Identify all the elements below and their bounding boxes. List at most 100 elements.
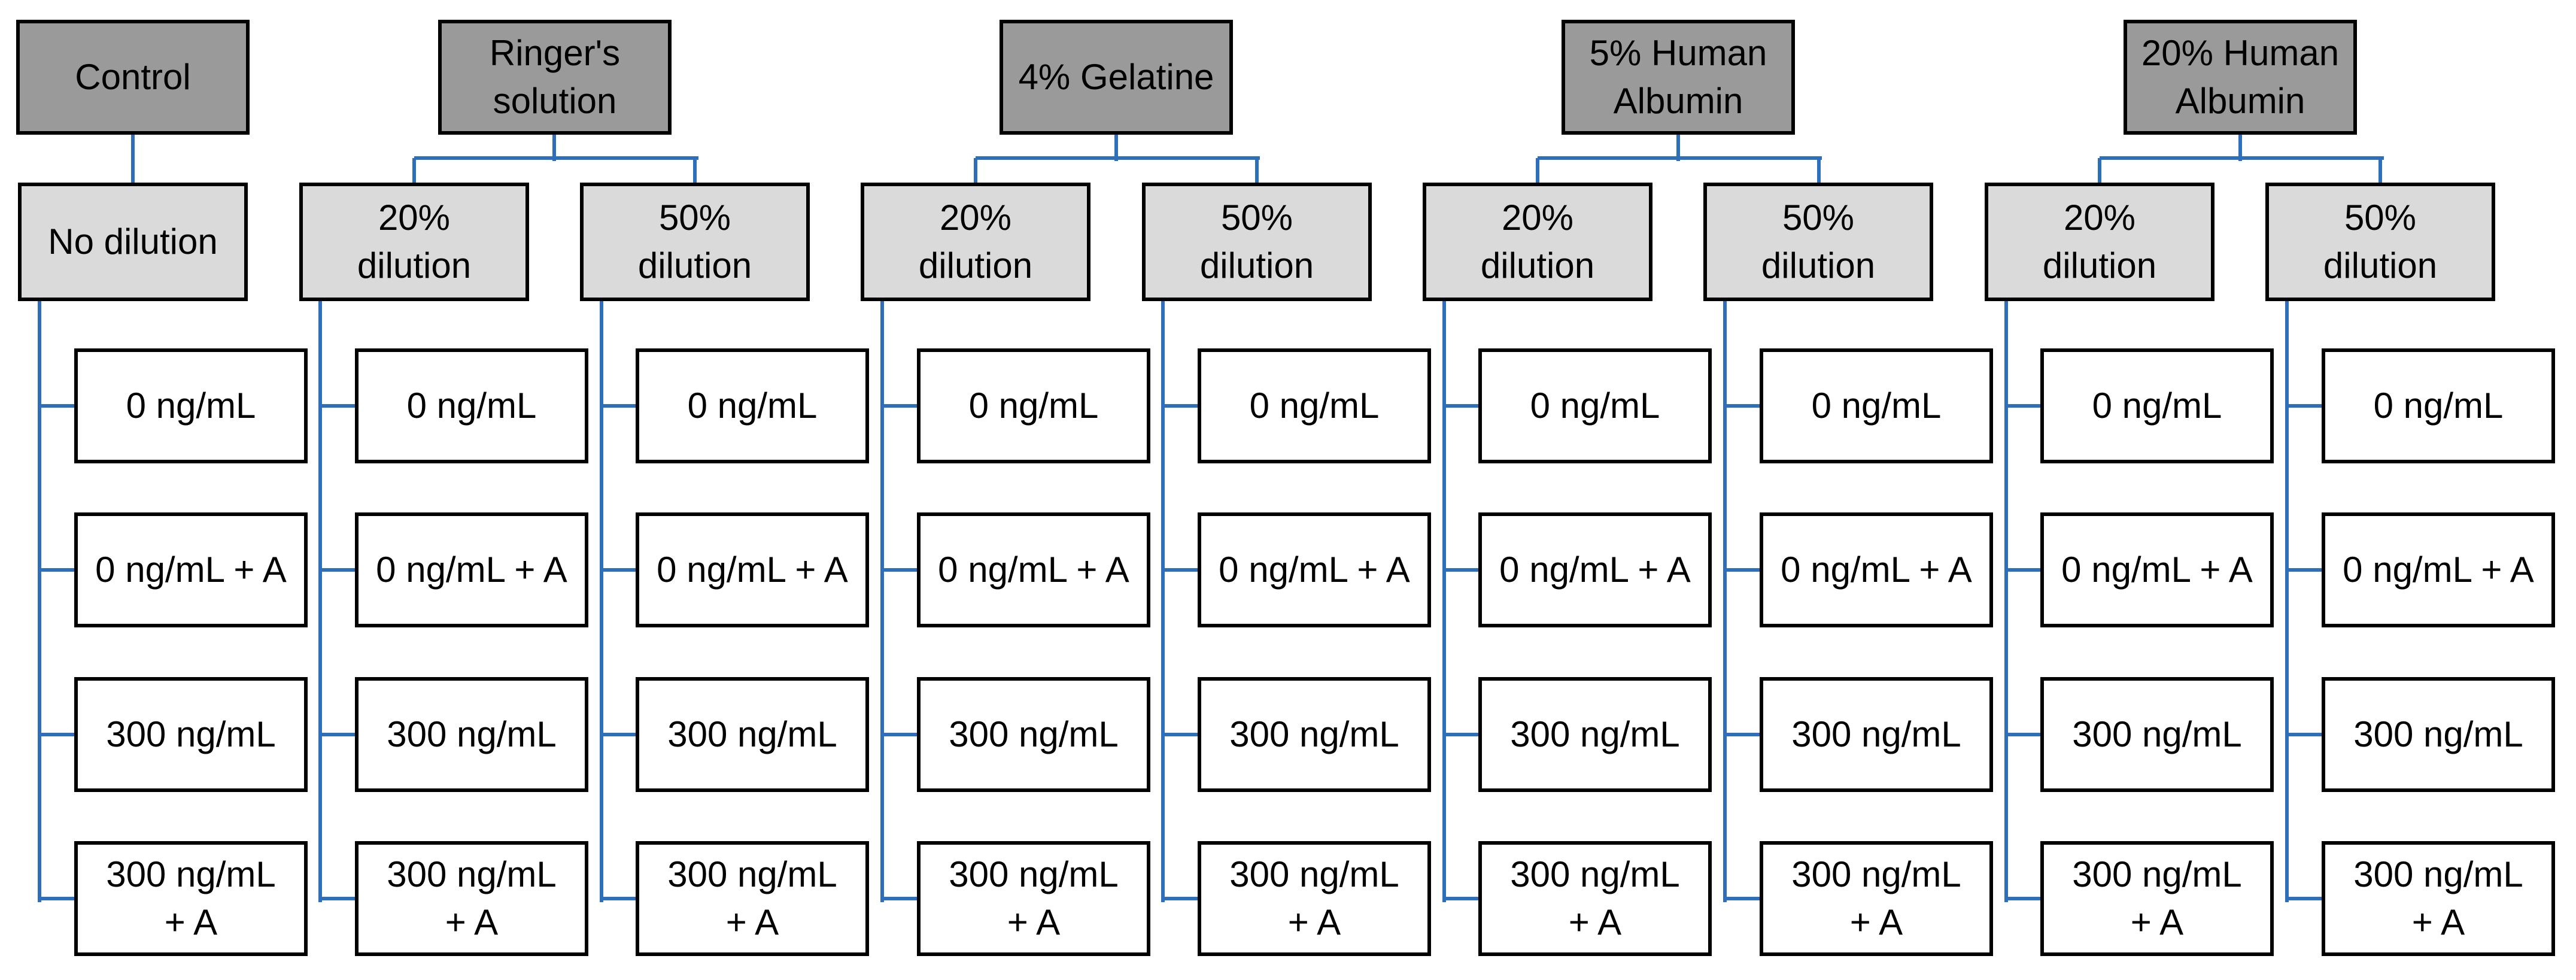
dilution-box-text: 50% dilution	[1761, 194, 1875, 290]
concentration-box-line: 300 ng/mL	[949, 854, 1119, 895]
concentration-box-line: 300 ng/mL	[1229, 714, 1399, 755]
concentration-box-line: 300 ng/mL	[2072, 714, 2242, 755]
group-branch-bar	[414, 156, 698, 160]
leaf-connector	[2287, 897, 2325, 900]
dilution-box-line: 50%	[2344, 198, 2417, 238]
leaf-connector	[320, 404, 359, 408]
leaf-connector	[320, 897, 359, 900]
leaf-connector	[2287, 733, 2325, 736]
leaf-connector	[1725, 733, 1763, 736]
concentration-box-text: 0 ng/mL + A	[95, 546, 287, 594]
leaf-connector	[882, 404, 921, 408]
leaf-connector	[1725, 897, 1763, 900]
dilution-box-line: dilution	[918, 245, 1033, 286]
leaf-connector	[40, 568, 78, 572]
dilution-box-text: 20% dilution	[1481, 194, 1594, 290]
concentration-box-text: 300 ng/mL	[2353, 711, 2523, 758]
concentration-box-line: + A	[2411, 902, 2465, 942]
concentration-box-line: 0 ng/mL	[2092, 386, 2222, 426]
dilution-connector	[1536, 158, 1539, 186]
concentration-box-line: + A	[1287, 902, 1341, 942]
concentration-box-line: 0 ng/mL + A	[95, 550, 287, 590]
concentration-box: 300 ng/mL	[74, 677, 308, 792]
concentration-box-line: 300 ng/mL	[387, 714, 557, 755]
dilution-connector	[412, 158, 416, 186]
leaf-connector	[1163, 897, 1201, 900]
group-box-line: 4% Gelatine	[1018, 57, 1214, 98]
concentration-box-text: 300 ng/mL + A	[1229, 851, 1399, 946]
concentration-box-line: 0 ng/mL + A	[938, 550, 1129, 590]
concentration-box: 300 ng/mL + A	[917, 841, 1150, 956]
concentration-box-line: 300 ng/mL	[1229, 854, 1399, 895]
concentration-box-line: 300 ng/mL	[667, 854, 837, 895]
dilution-trunk	[600, 301, 603, 902]
concentration-box: 0 ng/mL + A	[1198, 512, 1431, 627]
leaf-connector	[602, 404, 640, 408]
concentration-box-line: 300 ng/mL	[106, 854, 276, 895]
concentration-box: 0 ng/mL	[2040, 348, 2274, 463]
concentration-box-line: 0 ng/mL + A	[2343, 550, 2534, 590]
concentration-box-text: 300 ng/mL + A	[106, 851, 276, 946]
concentration-box-text: 0 ng/mL + A	[376, 546, 567, 594]
dilution-trunk	[880, 301, 884, 902]
concentration-box: 0 ng/mL	[1198, 348, 1431, 463]
group-box-text: Ringer's solution	[490, 29, 620, 125]
dilution-box-text: 20% dilution	[919, 194, 1032, 290]
dilution-box-line: dilution	[1480, 245, 1595, 286]
leaf-connector	[320, 733, 359, 736]
concentration-box: 300 ng/mL + A	[355, 841, 588, 956]
group-box: Ringer's solution	[438, 20, 672, 135]
concentration-box-line: 300 ng/mL	[949, 714, 1119, 755]
leaf-connector	[882, 568, 921, 572]
leaf-connector	[40, 404, 78, 408]
dilution-box-line: dilution	[2042, 245, 2157, 286]
group-box-line: 20% Human	[2141, 33, 2340, 74]
concentration-box-line: 300 ng/mL	[2353, 854, 2523, 895]
dilution-box: 20% dilution	[299, 183, 529, 301]
concentration-box-text: 0 ng/mL	[407, 382, 537, 430]
concentration-box: 300 ng/mL	[1198, 677, 1431, 792]
dilution-box-text: 50% dilution	[1200, 194, 1314, 290]
dilution-box-text: 50% dilution	[638, 194, 752, 290]
group-box-line: solution	[493, 81, 617, 121]
concentration-box-text: 300 ng/mL + A	[949, 851, 1119, 946]
dilution-box-line: 20%	[378, 198, 451, 238]
dilution-box: 50% dilution	[1142, 183, 1372, 301]
concentration-box-line: 300 ng/mL	[1791, 714, 1961, 755]
concentration-box-text: 0 ng/mL	[1530, 382, 1660, 430]
concentration-box-text: 0 ng/mL + A	[2343, 546, 2534, 594]
concentration-box: 300 ng/mL + A	[1760, 841, 1993, 956]
concentration-box-text: 300 ng/mL	[1229, 711, 1399, 758]
concentration-box: 0 ng/mL	[1478, 348, 1712, 463]
concentration-box: 300 ng/mL	[636, 677, 869, 792]
concentration-box: 300 ng/mL + A	[2322, 841, 2555, 956]
group-box-text: 20% Human Albumin	[2141, 29, 2339, 125]
leaf-connector	[1725, 404, 1763, 408]
leaf-connector	[1163, 568, 1201, 572]
concentration-box-line: 0 ng/mL + A	[657, 550, 848, 590]
concentration-box: 300 ng/mL + A	[1478, 841, 1712, 956]
dilution-trunk	[2004, 301, 2008, 902]
concentration-box: 0 ng/mL + A	[1478, 512, 1712, 627]
dilution-box-line: dilution	[637, 245, 752, 286]
concentration-box-text: 300 ng/mL	[1510, 711, 1680, 758]
concentration-box-line: + A	[445, 902, 499, 942]
group-box: 5% Human Albumin	[1562, 20, 1795, 135]
concentration-box: 0 ng/mL	[74, 348, 308, 463]
group-branch-bar	[976, 156, 1260, 160]
leaf-connector	[2287, 568, 2325, 572]
dilution-box-line: 20%	[939, 198, 1012, 238]
dilution-box-line: 20%	[1501, 198, 1574, 238]
leaf-connector	[882, 897, 921, 900]
concentration-box-text: 0 ng/mL	[126, 382, 256, 430]
leaf-connector	[602, 897, 640, 900]
concentration-box-line: 0 ng/mL	[1249, 386, 1380, 426]
leaf-connector	[40, 897, 78, 900]
leaf-connector	[2006, 733, 2045, 736]
concentration-box: 0 ng/mL	[2322, 348, 2555, 463]
concentration-box-text: 0 ng/mL + A	[1499, 546, 1691, 594]
concentration-box: 0 ng/mL + A	[917, 512, 1150, 627]
concentration-box-line: 0 ng/mL + A	[1781, 550, 1972, 590]
concentration-box-line: + A	[1849, 902, 1903, 942]
group-box-line: 5% Human	[1589, 33, 1767, 74]
